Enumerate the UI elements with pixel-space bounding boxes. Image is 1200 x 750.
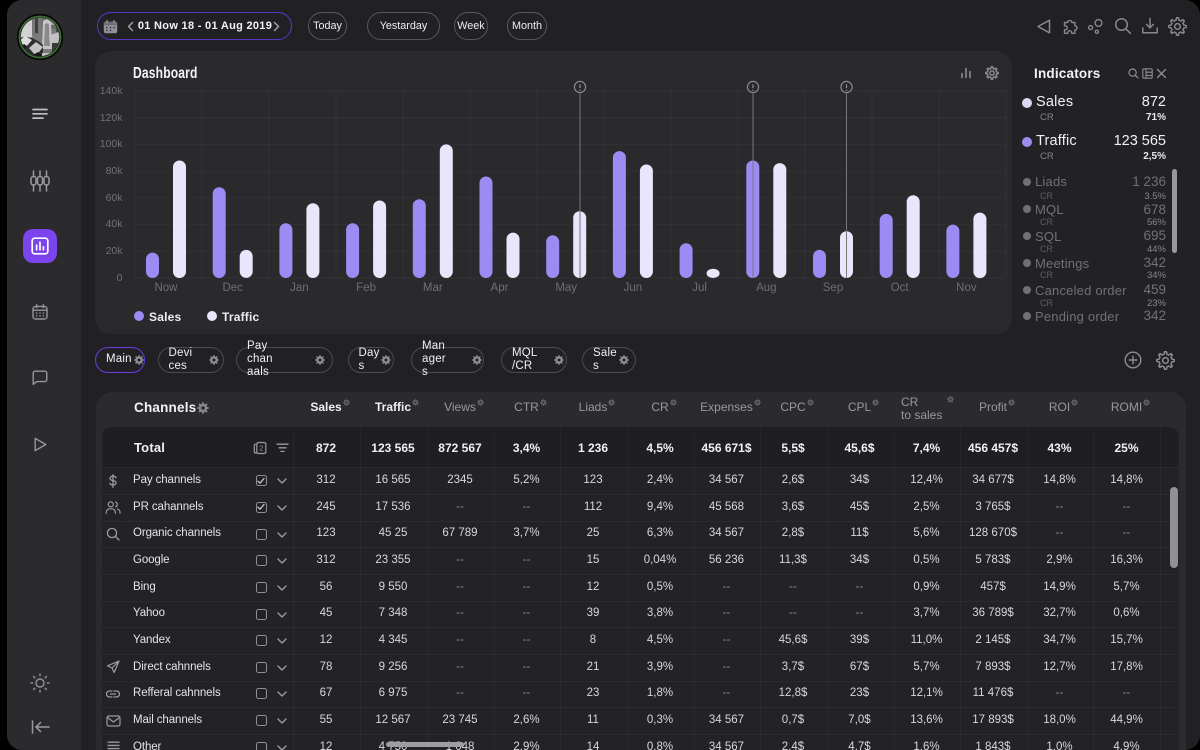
svg-text:2: 2 — [259, 446, 263, 453]
